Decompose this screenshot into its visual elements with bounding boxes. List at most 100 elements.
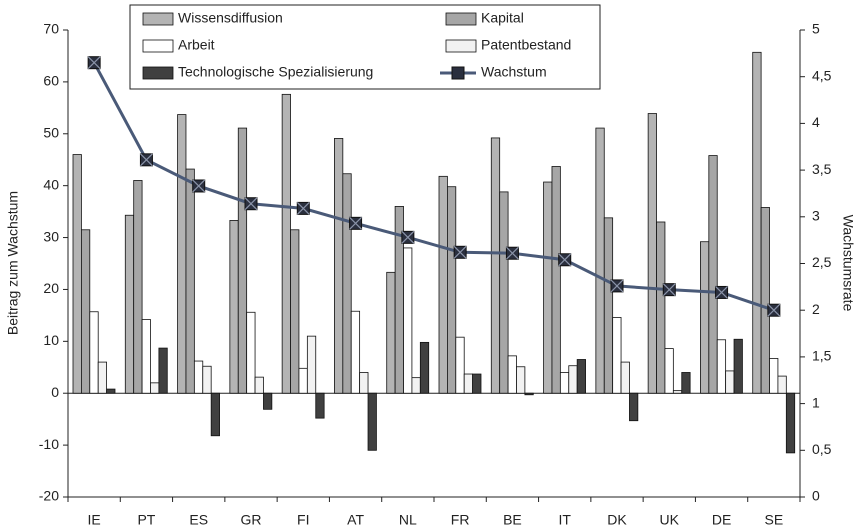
bar [603,217,614,394]
marker-cross [610,279,624,293]
y-tick-label: 50 [43,124,59,140]
x-tick-label: NL [399,512,417,528]
bar [647,113,657,394]
marker [244,197,258,211]
bar [342,173,352,394]
bar [306,335,317,394]
y2-tick-label: 3,5 [812,161,832,177]
bar [97,361,107,394]
bar [367,392,377,451]
bar [490,137,501,394]
y-tick-label: 60 [43,73,59,89]
marker [715,285,729,299]
bar [716,339,727,394]
x-tick-label: GR [241,512,262,528]
x-tick-label: BE [503,512,522,528]
bar [334,138,344,394]
bar [210,392,220,437]
bar [281,93,291,394]
marker [192,179,206,193]
bar [124,214,135,394]
marker [296,201,310,215]
bar [446,186,457,394]
y-tick-label: 10 [43,332,59,348]
bar [419,341,430,394]
bar [359,372,369,394]
legend-swatch [445,12,477,26]
bar [516,366,526,394]
x-tick-label: IE [88,512,101,528]
y-axis-label: Beitrag zum Wachstum [5,191,21,335]
x-tick-label: ES [189,512,208,528]
marker-cross [715,286,728,299]
bar [620,361,630,394]
marker [610,279,624,293]
bar [629,392,639,422]
bar [785,392,796,454]
bar [150,382,160,394]
bar [733,338,743,394]
bar [576,359,586,394]
bar [229,220,239,394]
x-tick-label: FI [297,512,309,528]
y-tick-label: 70 [43,21,59,37]
bar [315,392,325,419]
marker [767,303,781,317]
bar [777,375,787,394]
legend-label: Technologische Spezialisierung [178,64,373,80]
x-tick-label: FR [451,512,470,528]
marker-cross [349,216,362,230]
line [92,61,775,312]
legend-label: Wachstum [481,64,547,80]
x-tick-label: IT [558,512,571,528]
bar [700,241,710,394]
bar [472,373,482,394]
marker-cross [244,197,258,211]
bar [438,175,448,394]
y2-tick-label: 4 [812,114,820,130]
marker-cross [296,201,310,215]
bar [254,376,264,394]
bar [411,377,421,394]
bar [263,392,273,410]
bar [158,347,168,394]
legend-label: Kapital [481,10,524,26]
bar [141,319,151,394]
marker [139,153,153,167]
marker-cross [453,245,467,259]
bar [725,370,735,394]
bar [81,229,91,394]
bar [202,365,212,394]
bar [664,348,674,394]
marker [87,56,101,70]
legend-marker [451,66,465,80]
bar [752,51,762,394]
y2-tick-label: 3 [812,208,820,224]
bar [386,271,396,394]
bar [708,155,718,394]
y-tick-label: 20 [43,280,59,296]
y2-axis-label: Wachstumsrate [840,215,856,312]
marker-cross [192,179,206,193]
x-tick-label: UK [660,512,680,528]
y-tick-label: 40 [43,176,59,192]
bar [769,358,779,394]
bar [89,311,99,394]
marker [662,283,676,297]
bar [237,127,248,394]
bar [455,336,465,394]
legend-swatch [142,39,174,53]
bar [72,154,82,394]
y2-tick-label: 1 [812,394,820,410]
bar [246,311,256,394]
bar [106,388,116,394]
y-tick-label: 30 [43,228,59,244]
x-tick-label: PT [137,512,155,528]
bar [681,372,691,394]
marker [349,216,363,230]
x-tick-label: DE [712,512,731,528]
x-tick-label: SE [765,512,784,528]
bar [193,360,204,394]
marker-cross [506,246,519,260]
